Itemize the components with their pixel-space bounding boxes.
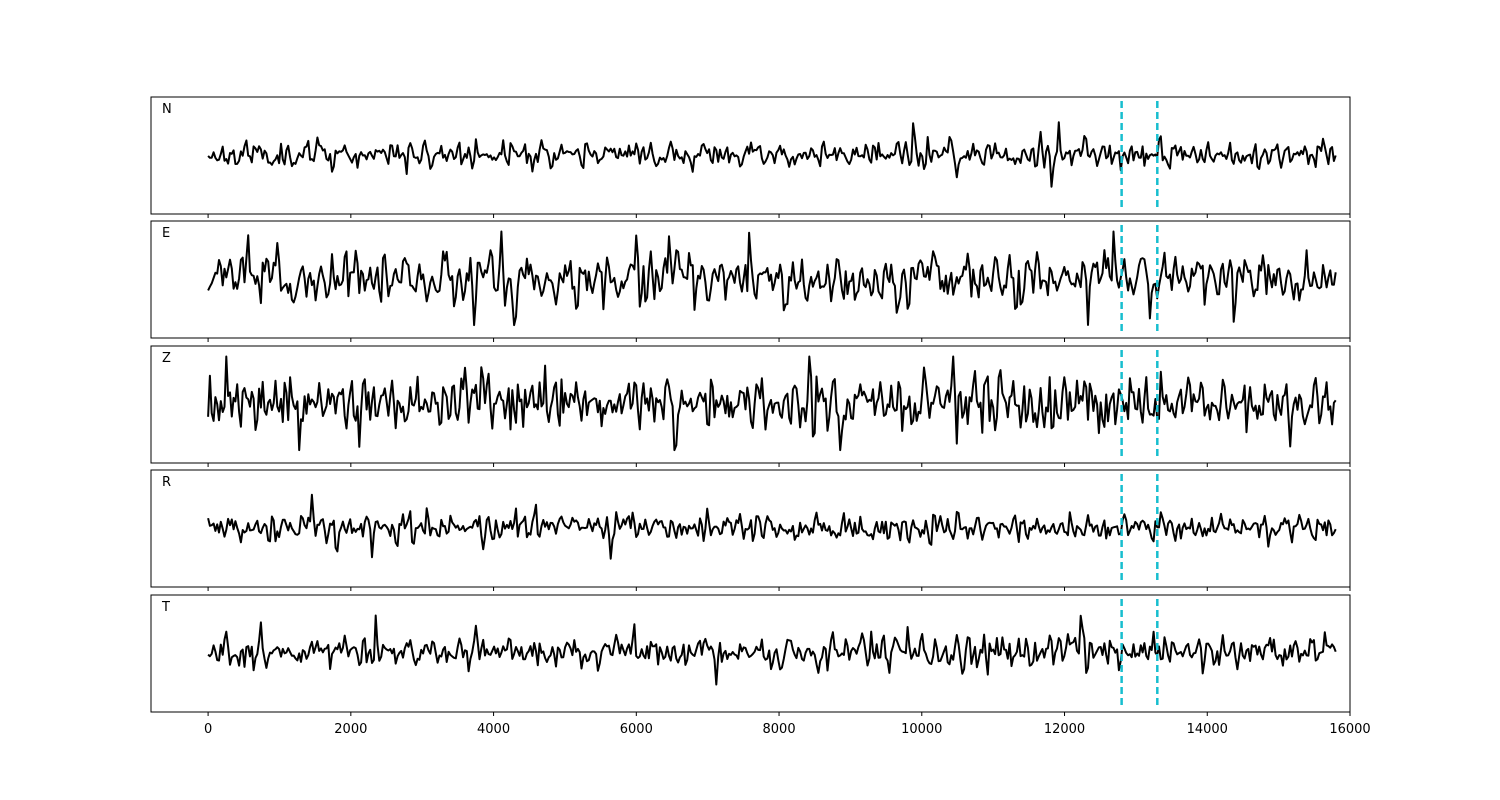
panel-t: T <box>150 594 1351 716</box>
waveform-trace-e <box>207 230 1337 327</box>
panel-frame <box>150 594 1351 713</box>
x-tick-label: 14000 <box>1187 722 1228 737</box>
x-tick-label: 10000 <box>901 722 942 737</box>
x-tick-label: 12000 <box>1044 722 1085 737</box>
panel-label: N <box>162 102 172 117</box>
panel-e: E <box>150 220 1351 342</box>
x-tick-label: 8000 <box>763 722 796 737</box>
x-tick-label: 0 <box>204 722 212 737</box>
panels-layer: N E Z R T <box>150 96 1351 716</box>
waveform-trace-t <box>207 614 1337 686</box>
x-tick-label: 2000 <box>334 722 367 737</box>
panel-n: N <box>150 96 1351 218</box>
panel-label: R <box>162 475 171 490</box>
panel-r: R <box>150 469 1351 591</box>
panel-frame <box>150 469 1351 588</box>
panel-label: E <box>162 226 170 241</box>
x-tick-label: 6000 <box>620 722 653 737</box>
waveform-trace-z <box>207 355 1337 452</box>
x-tick-label: 16000 <box>1329 722 1370 737</box>
x-axis: 0 2000 4000 6000 8000 10000 12000 14000 16000 <box>204 722 1371 737</box>
x-tick-label: 4000 <box>477 722 510 737</box>
panel-z: Z <box>150 345 1351 467</box>
panel-label: T <box>161 600 170 615</box>
waveform-trace-n <box>207 121 1337 188</box>
waveform-trace-r <box>207 493 1337 560</box>
panel-label: Z <box>162 351 171 366</box>
